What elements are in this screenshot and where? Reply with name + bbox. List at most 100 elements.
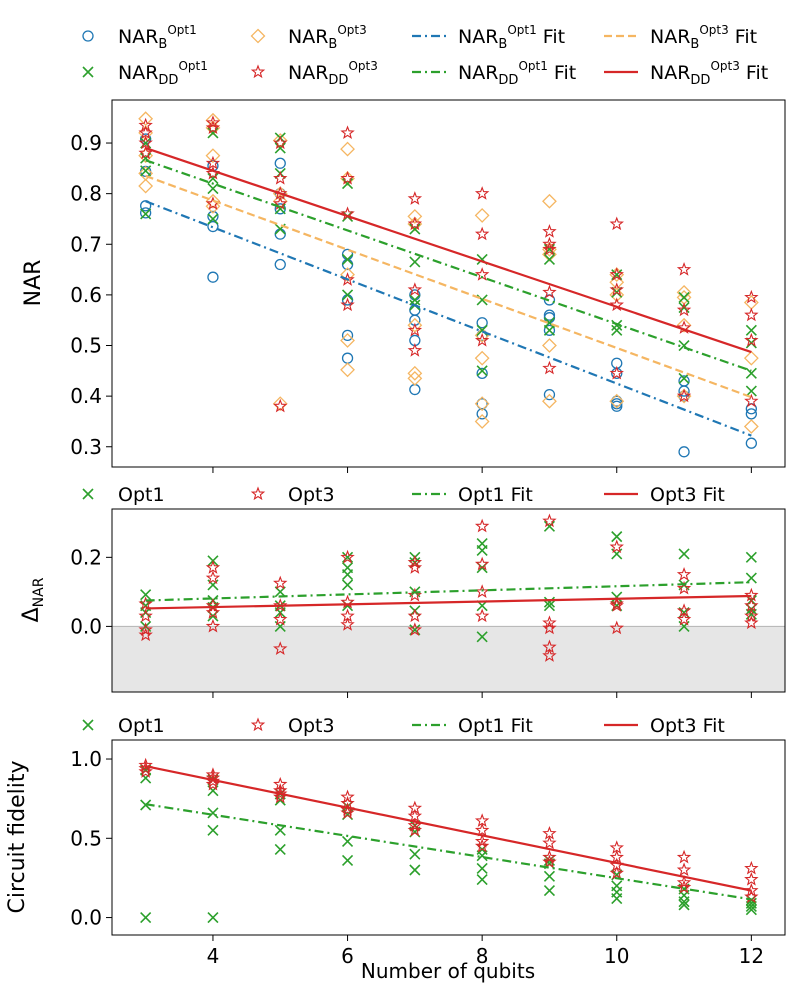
legend-circuit-fidelity: Opt1 Opt3 Opt1 Fit Opt3 Fit	[82, 715, 725, 737]
data-point-x-green	[476, 631, 488, 643]
legend-label-base: Opt3 Fit	[650, 715, 725, 737]
data-point-star-red	[340, 617, 355, 631]
legend-label-sup: Opt1	[507, 23, 536, 37]
y-tick-label: 0.9	[70, 131, 102, 155]
data-point-circle-blue	[745, 408, 757, 420]
data-point-star-red	[273, 135, 288, 150]
legend-label-base: Opt1	[118, 484, 165, 506]
legend-label-base: NAR	[458, 26, 498, 48]
data-point-star-red	[407, 191, 423, 205]
y-tick-label: 0.6	[70, 283, 102, 307]
y-axis-label-nar: NAR	[21, 260, 46, 307]
panel-delta-nar: 0.0 0.2 ΔNAR	[19, 508, 786, 698]
data-point-star-red	[474, 584, 490, 598]
data-point-x-green	[678, 896, 690, 908]
data-point-x-green	[543, 596, 556, 608]
data-point-diamond-orange	[474, 350, 490, 366]
legend-label-sub: B	[328, 37, 337, 52]
data-point-x-green	[476, 873, 488, 886]
data-point-star-red	[744, 332, 759, 347]
legend-label-base: Opt1 Fit	[458, 484, 533, 506]
legend-label-base: Opt3	[288, 715, 335, 737]
data-point-diamond-orange	[542, 193, 557, 209]
legend-label-suffix: Fit	[537, 26, 565, 48]
data-point-star-red	[542, 854, 557, 869]
x-ticks-nar	[212, 467, 752, 473]
fit-line-green	[145, 581, 752, 602]
y-ticks-nar: 0.3 0.4 0.5 0.6 0.7 0.8 0.9	[70, 131, 112, 459]
data-point-x-green	[207, 127, 219, 139]
data-point-x-green	[341, 569, 354, 581]
legend-label-base: Opt1 Fit	[458, 715, 533, 737]
data-point-star-red	[205, 618, 221, 633]
data-point-x-green	[543, 600, 556, 612]
data-point-star-red	[205, 155, 221, 170]
plot-area-nar	[111, 99, 786, 468]
legend-label: Opt1 Fit	[458, 715, 533, 737]
y-axis-label-delta-sub: NAR	[31, 577, 47, 607]
data-point-star-red	[205, 570, 221, 585]
data-point-star-red	[744, 889, 759, 904]
legend-label-sub: B	[498, 37, 507, 52]
legend-label-sub: B	[690, 37, 699, 52]
data-point-star-red	[273, 598, 288, 612]
data-point-star-red	[273, 398, 288, 413]
data-point-diamond-orange	[340, 141, 355, 157]
data-point-x-green	[409, 223, 421, 235]
x-tick-label: 10	[604, 944, 629, 968]
data-point-star-red	[340, 297, 355, 312]
data-point-star-red	[676, 262, 692, 276]
legend-label-base: NAR	[650, 26, 690, 48]
legend-label: Opt3	[288, 715, 335, 737]
panel-nar: 0.3 0.4 0.5 0.6 0.7 0.8 0.9 NAR	[21, 99, 786, 473]
data-point-x-green	[207, 824, 219, 836]
legend-label-base: NAR	[650, 62, 690, 84]
data-point-x-green	[140, 165, 152, 177]
legend-label-sup: Opt1	[518, 59, 547, 73]
data-point-circle-blue	[476, 317, 488, 329]
data-point-diamond-orange	[743, 419, 759, 434]
data-point-star-red	[474, 186, 490, 200]
legend-label-base: NAR	[118, 62, 158, 84]
data-point-diamond-orange	[609, 287, 625, 303]
data-point-circle-blue	[745, 437, 757, 449]
data-point-diamond-orange	[272, 396, 288, 412]
data-point-star-red	[340, 549, 355, 564]
y-tick-label: 0.0	[70, 614, 102, 638]
data-point-diamond-orange	[743, 295, 759, 310]
legend-label: Opt1	[118, 484, 165, 506]
data-point-x-green	[341, 854, 354, 867]
data-point-diamond-orange	[609, 393, 625, 409]
data-point-circle-blue	[341, 352, 354, 364]
legend-label-sub: DD	[498, 73, 518, 88]
data-point-star-red	[676, 580, 692, 595]
data-point-star-red	[744, 860, 759, 875]
legend-label-sub: DD	[328, 73, 348, 88]
data-point-star-red	[407, 560, 423, 574]
legend-label: NARDDOpt3	[288, 59, 378, 88]
data-point-star-red	[205, 776, 221, 791]
data-point-x-green	[207, 183, 219, 195]
data-point-diamond-orange	[474, 207, 490, 223]
legend-label-base: NAR	[288, 62, 328, 84]
data-point-star-red	[676, 388, 692, 403]
data-point-x-green	[678, 372, 690, 384]
data-point-x-green	[543, 253, 556, 266]
data-point-x-green	[678, 548, 690, 560]
legend-label-sub: DD	[690, 73, 710, 88]
data-point-star-red	[676, 875, 692, 889]
data-point-diamond-orange	[542, 246, 557, 262]
legend-label-sup: Opt1	[167, 23, 196, 37]
negative-region-shade	[112, 626, 785, 692]
data-point-star-red	[138, 145, 153, 160]
data-point-diamond-orange	[407, 209, 423, 224]
data-point-star-red	[474, 822, 490, 837]
data-point-star-red	[609, 620, 624, 635]
data-point-x-green	[341, 579, 354, 591]
data-point-star-red	[407, 322, 423, 337]
data-point-x-green	[274, 142, 286, 154]
x-ticks-circuit-fidelity: 4 6 8 10 12	[207, 935, 764, 968]
data-point-x-green	[611, 892, 623, 905]
data-point-star-red	[474, 608, 490, 623]
